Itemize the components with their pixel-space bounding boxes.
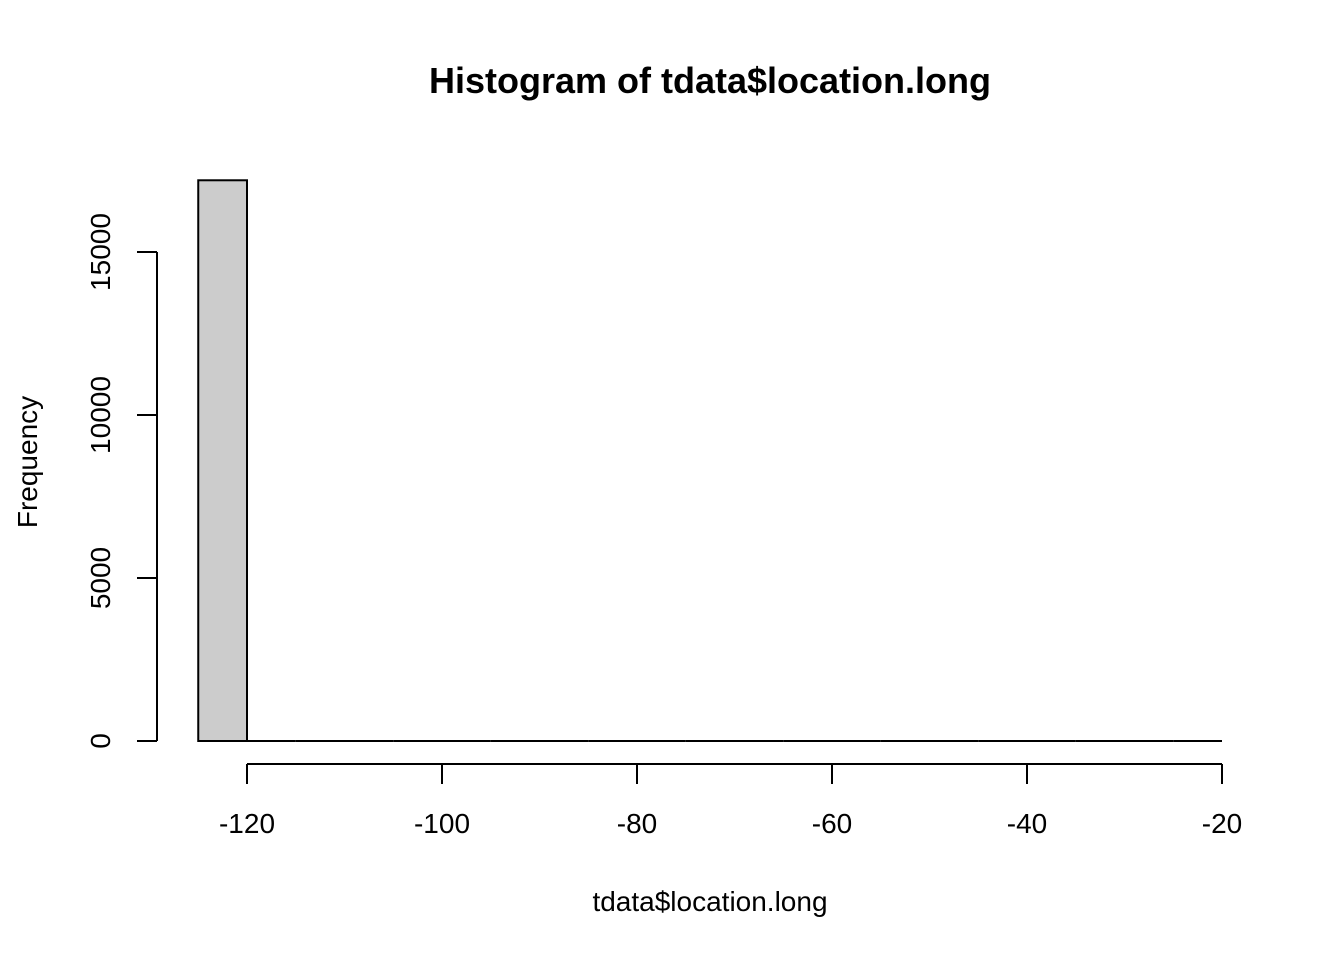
chart-title: Histogram of tdata$location.long — [429, 60, 991, 101]
y-axis-label: Frequency — [12, 396, 43, 528]
histogram-bar — [197, 179, 248, 742]
y-tick-label: 15000 — [85, 213, 116, 291]
y-tick-label: 5000 — [85, 547, 116, 609]
x-tick-label: -120 — [219, 808, 275, 839]
x-tick-label: -20 — [1202, 808, 1242, 839]
x-tick-label: -100 — [414, 808, 470, 839]
x-tick-label: -60 — [812, 808, 852, 839]
x-tick-label: -40 — [1007, 808, 1047, 839]
y-tick-label: 10000 — [85, 376, 116, 454]
y-tick-label: 0 — [85, 733, 116, 749]
x-axis-label: tdata$location.long — [592, 886, 827, 917]
x-axis: -120 -100 -80 -60 -40 -20 — [219, 763, 1242, 839]
bars-group — [197, 179, 1222, 742]
x-tick-label: -80 — [617, 808, 657, 839]
y-axis: 0 5000 10000 15000 — [85, 213, 158, 749]
